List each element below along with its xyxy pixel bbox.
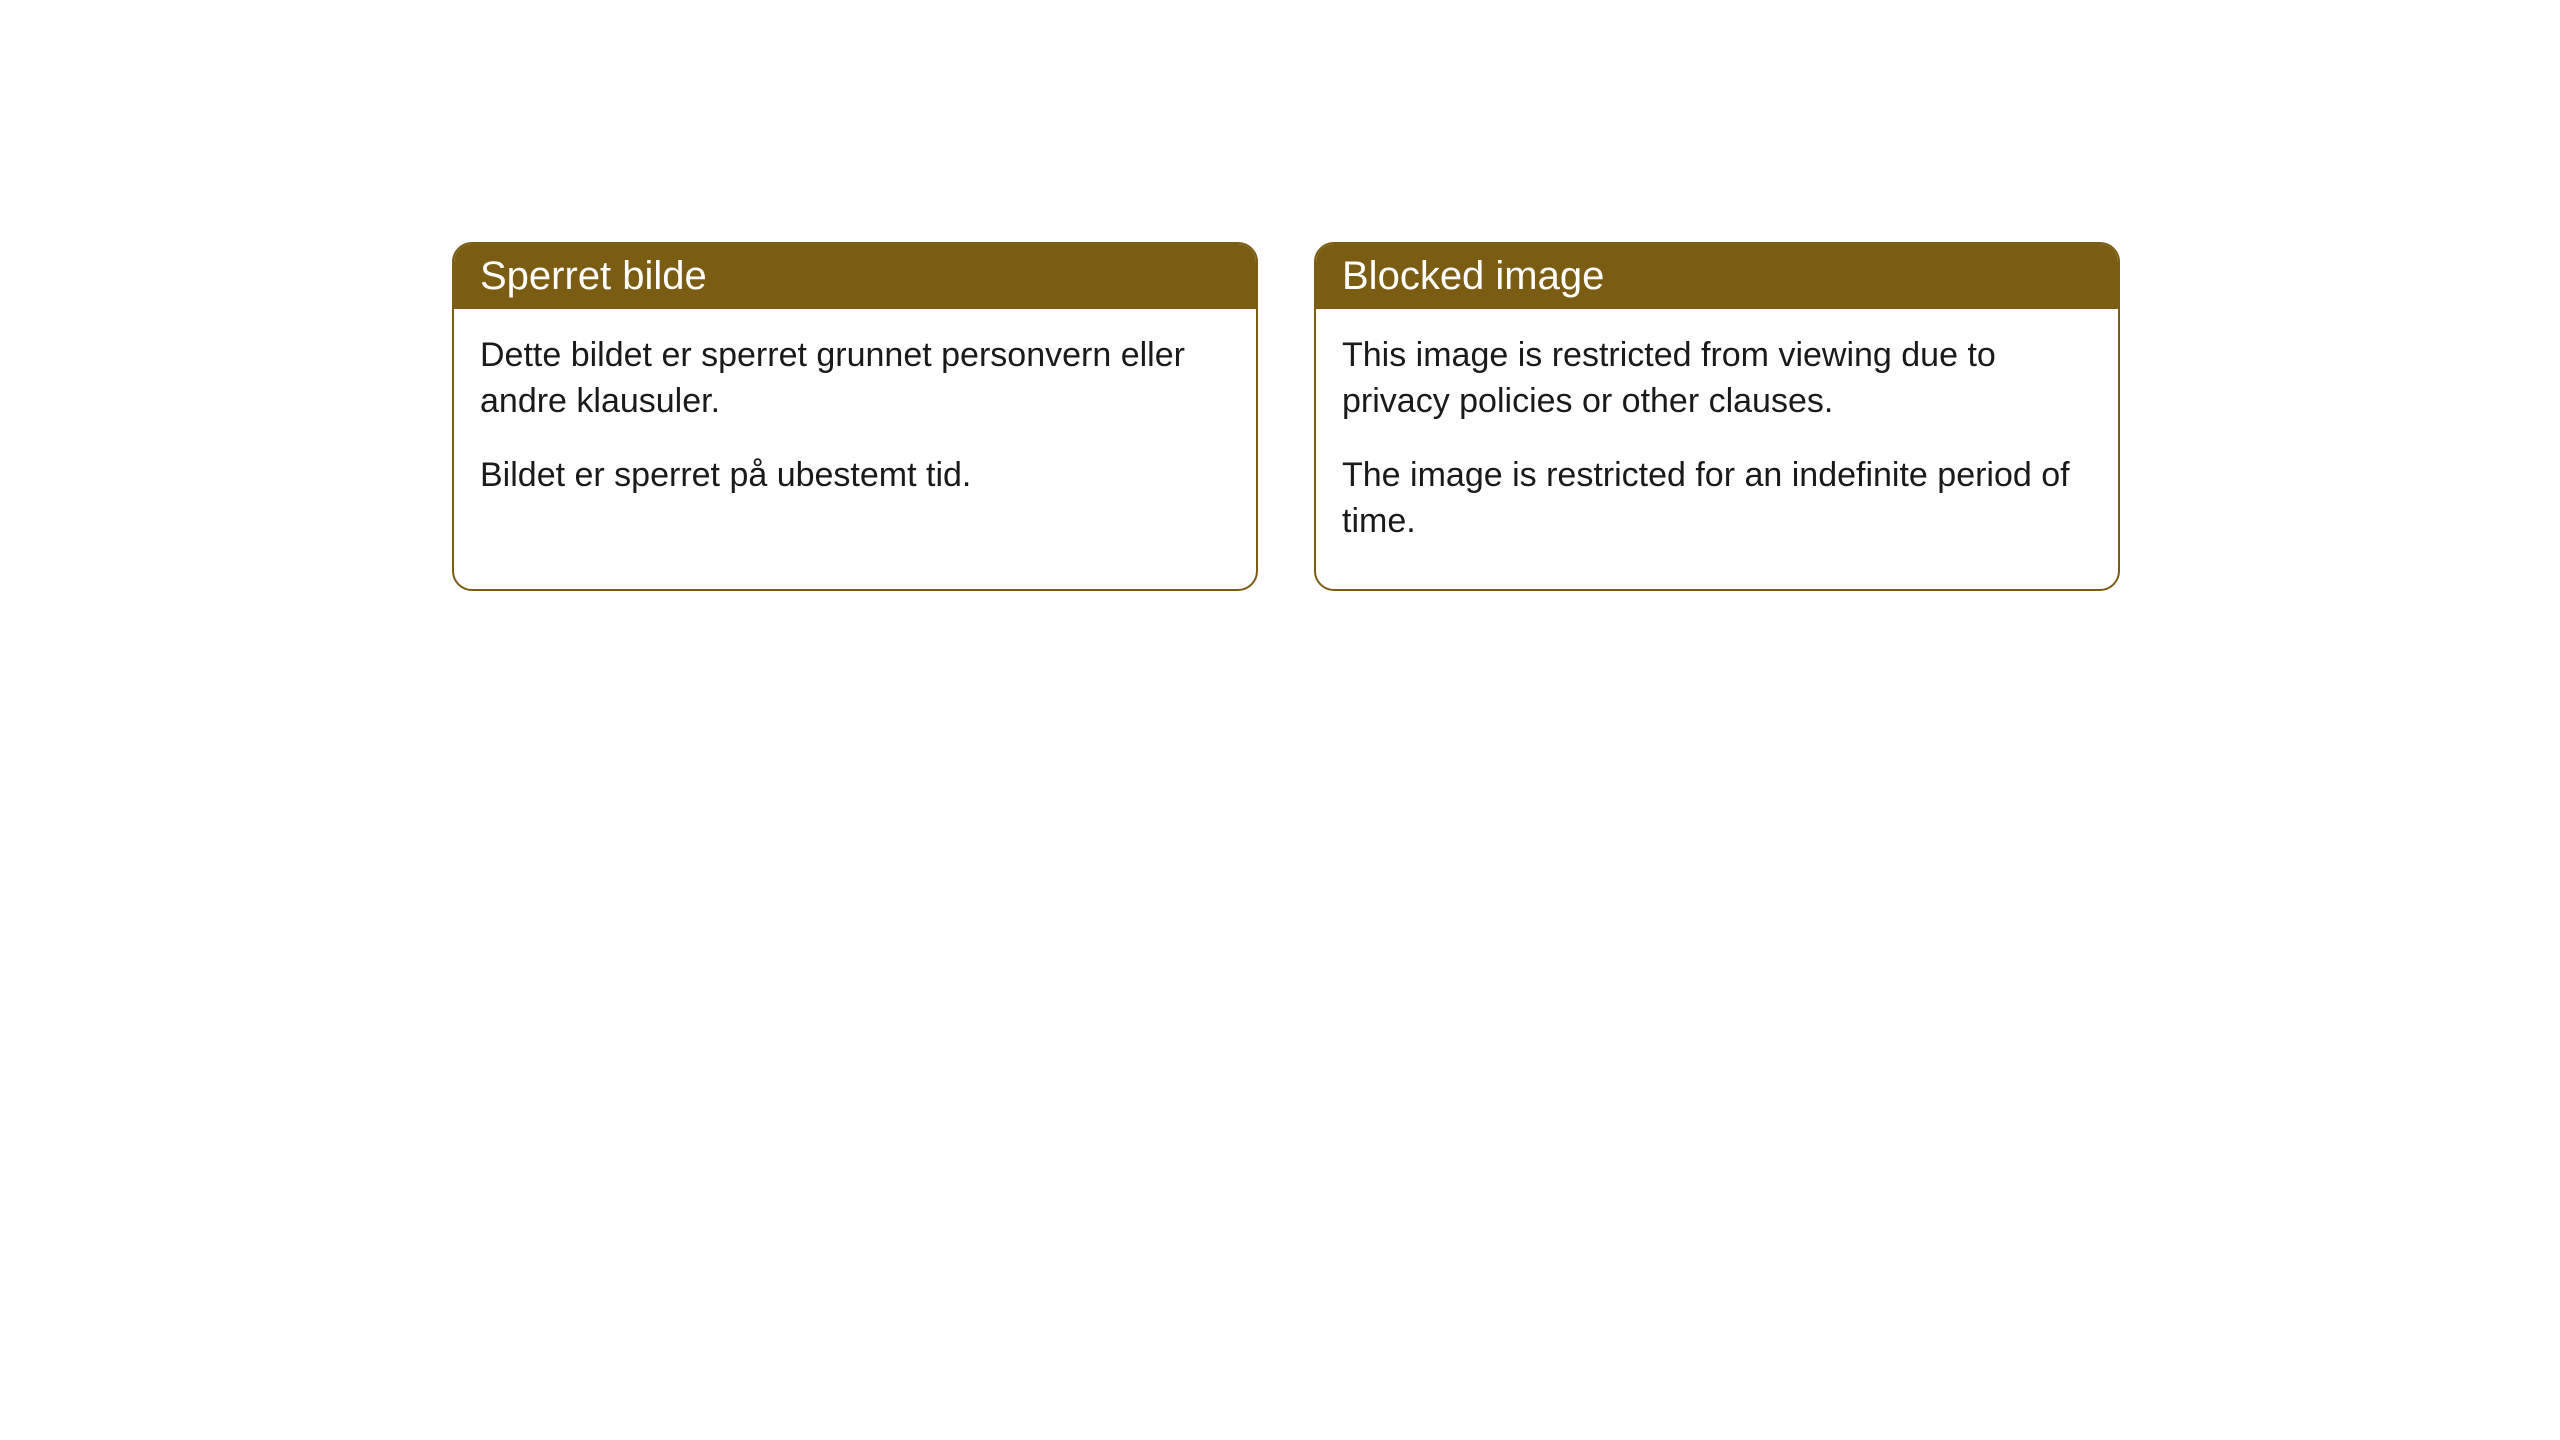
card-paragraph-2: Bildet er sperret på ubestemt tid. [480,453,1230,499]
notice-card-norwegian: Sperret bilde Dette bildet er sperret gr… [452,242,1258,591]
card-paragraph-1: Dette bildet er sperret grunnet personve… [480,333,1230,425]
card-header: Sperret bilde [454,244,1256,309]
card-title: Sperret bilde [480,254,707,298]
card-paragraph-1: This image is restricted from viewing du… [1342,333,2092,425]
card-body: Dette bildet er sperret grunnet personve… [454,309,1256,543]
card-title: Blocked image [1342,254,1604,298]
card-paragraph-2: The image is restricted for an indefinit… [1342,453,2092,545]
notice-card-english: Blocked image This image is restricted f… [1314,242,2120,591]
card-body: This image is restricted from viewing du… [1316,309,2118,589]
notice-cards-container: Sperret bilde Dette bildet er sperret gr… [452,242,2120,591]
card-header: Blocked image [1316,244,2118,309]
